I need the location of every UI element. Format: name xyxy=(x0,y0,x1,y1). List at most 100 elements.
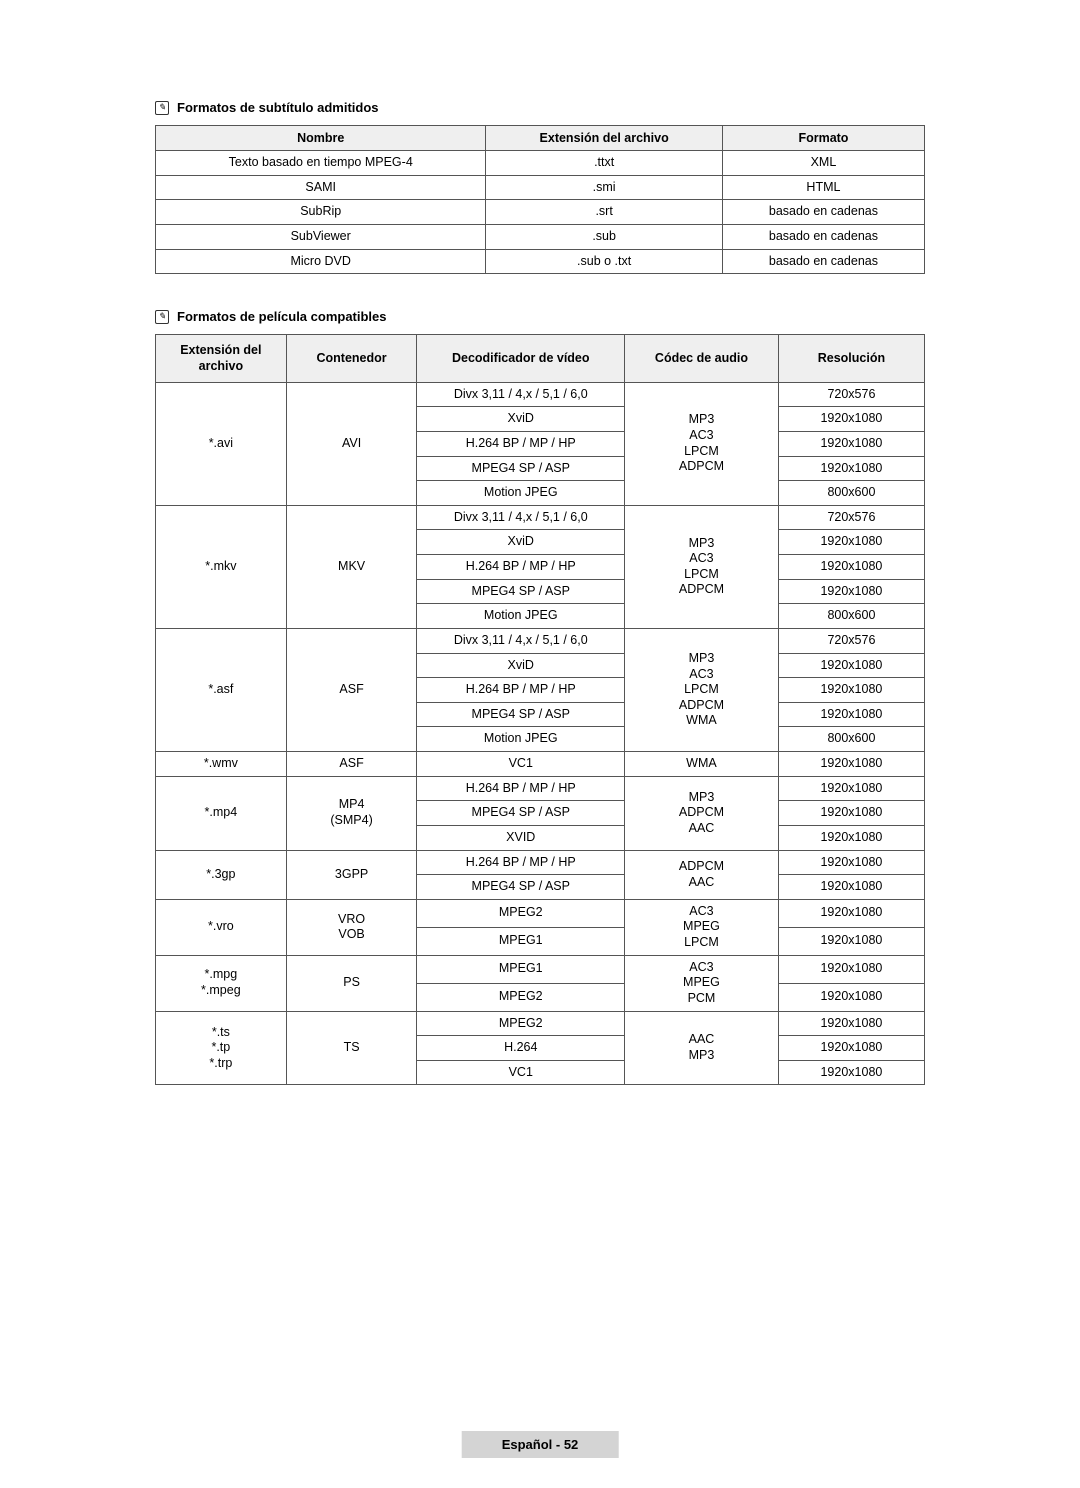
table-cell-decoder: Motion JPEG xyxy=(417,727,625,752)
table-cell-container: MP4(SMP4) xyxy=(286,776,417,850)
table-cell-resolution: 720x576 xyxy=(778,382,924,407)
table-cell: SubRip xyxy=(156,200,486,225)
table-cell: SubViewer xyxy=(156,224,486,249)
note-icon: ✎ xyxy=(155,310,169,324)
table-cell-decoder: MPEG1 xyxy=(417,955,625,983)
table-cell-decoder: H.264 BP / MP / HP xyxy=(417,776,625,801)
table-cell: basado en cadenas xyxy=(722,249,924,274)
table-cell-ext: *.3gp xyxy=(156,850,287,899)
table-cell-resolution: 720x576 xyxy=(778,628,924,653)
table-row: *.vroVROVOBMPEG2AC3MPEGLPCM1920x1080 xyxy=(156,899,925,927)
table-header: Contenedor xyxy=(286,335,417,383)
table-cell-resolution: 1920x1080 xyxy=(778,678,924,703)
table-cell-decoder: H.264 BP / MP / HP xyxy=(417,555,625,580)
table-cell-decoder: H.264 BP / MP / HP xyxy=(417,850,625,875)
table-cell: .smi xyxy=(486,175,722,200)
table-cell-decoder: XviD xyxy=(417,407,625,432)
movie-formats-table: Extensión del archivo Contenedor Decodif… xyxy=(155,334,925,1085)
table-cell-resolution: 800x600 xyxy=(778,481,924,506)
table-cell-audio: MP3ADPCMAAC xyxy=(625,776,779,850)
table-cell-decoder: MPEG2 xyxy=(417,899,625,927)
table-cell-audio: AC3MPEGLPCM xyxy=(625,899,779,955)
table-cell: XML xyxy=(722,151,924,176)
table-cell-decoder: VC1 xyxy=(417,752,625,777)
table-cell-audio: AC3MPEGPCM xyxy=(625,955,779,1011)
table-row: *.aviAVIDivx 3,11 / 4,x / 5,1 / 6,0MP3AC… xyxy=(156,382,925,407)
table-cell-ext: *.vro xyxy=(156,899,287,955)
table-cell-resolution: 1920x1080 xyxy=(778,579,924,604)
table-cell-audio: MP3AC3LPCMADPCM xyxy=(625,505,779,628)
table-cell: basado en cadenas xyxy=(722,200,924,225)
table-cell-resolution: 1920x1080 xyxy=(778,653,924,678)
table-cell-resolution: 1920x1080 xyxy=(778,1060,924,1085)
table-cell-decoder: MPEG4 SP / ASP xyxy=(417,801,625,826)
table-cell-resolution: 800x600 xyxy=(778,604,924,629)
table-header: Extensión del archivo xyxy=(156,335,287,383)
table-cell: .ttxt xyxy=(486,151,722,176)
table-cell-resolution: 1920x1080 xyxy=(778,431,924,456)
table-cell-ext: *.avi xyxy=(156,382,287,505)
table-cell: Texto basado en tiempo MPEG-4 xyxy=(156,151,486,176)
table-cell-resolution: 1920x1080 xyxy=(778,1036,924,1061)
table-row: *.mp4MP4(SMP4)H.264 BP / MP / HPMP3ADPCM… xyxy=(156,776,925,801)
table-cell: .srt xyxy=(486,200,722,225)
subtitle-formats-table: Nombre Extensión del archivo Formato Tex… xyxy=(155,125,925,274)
table-cell-resolution: 1920x1080 xyxy=(778,955,924,983)
table-cell-resolution: 1920x1080 xyxy=(778,1011,924,1036)
table-cell: basado en cadenas xyxy=(722,224,924,249)
table-cell-audio: MP3AC3LPCMADPCMWMA xyxy=(625,628,779,751)
section-title-subtitles: ✎ Formatos de subtítulo admitidos xyxy=(155,100,925,115)
table-header-row: Extensión del archivo Contenedor Decodif… xyxy=(156,335,925,383)
table-cell-resolution: 1920x1080 xyxy=(778,752,924,777)
table-cell-decoder: MPEG2 xyxy=(417,983,625,1011)
page-footer: Español - 52 xyxy=(462,1431,619,1458)
table-cell-resolution: 1920x1080 xyxy=(778,407,924,432)
table-cell-decoder: Motion JPEG xyxy=(417,481,625,506)
table-cell-decoder: MPEG1 xyxy=(417,927,625,955)
table-row: *.ts*.tp*.trpTSMPEG2AACMP31920x1080 xyxy=(156,1011,925,1036)
table-row: *.asfASFDivx 3,11 / 4,x / 5,1 / 6,0MP3AC… xyxy=(156,628,925,653)
table-cell-container: ASF xyxy=(286,752,417,777)
table-cell-decoder: H.264 BP / MP / HP xyxy=(417,678,625,703)
table-cell-audio: WMA xyxy=(625,752,779,777)
table-header: Formato xyxy=(722,126,924,151)
table-cell-resolution: 1920x1080 xyxy=(778,456,924,481)
table-cell: Micro DVD xyxy=(156,249,486,274)
table-row: Texto basado en tiempo MPEG-4.ttxtXML xyxy=(156,151,925,176)
table-cell-decoder: Motion JPEG xyxy=(417,604,625,629)
table-header: Extensión del archivo xyxy=(486,126,722,151)
table-cell-container: ASF xyxy=(286,628,417,751)
table-cell-decoder: XVID xyxy=(417,825,625,850)
table-cell: .sub o .txt xyxy=(486,249,722,274)
table-header-row: Nombre Extensión del archivo Formato xyxy=(156,126,925,151)
table-row: SubRip.srtbasado en cadenas xyxy=(156,200,925,225)
table-cell-resolution: 1920x1080 xyxy=(778,850,924,875)
table-cell: SAMI xyxy=(156,175,486,200)
section-title-text: Formatos de película compatibles xyxy=(177,309,387,324)
table-cell-container: VROVOB xyxy=(286,899,417,955)
section-title-text: Formatos de subtítulo admitidos xyxy=(177,100,379,115)
table-cell-decoder: MPEG4 SP / ASP xyxy=(417,875,625,900)
table-row: SAMI.smiHTML xyxy=(156,175,925,200)
table-cell-ext: *.mp4 xyxy=(156,776,287,850)
table-header: Decodificador de vídeo xyxy=(417,335,625,383)
table-cell-decoder: Divx 3,11 / 4,x / 5,1 / 6,0 xyxy=(417,628,625,653)
table-cell-container: MKV xyxy=(286,505,417,628)
table-cell-resolution: 1920x1080 xyxy=(778,801,924,826)
table-cell-resolution: 1920x1080 xyxy=(778,555,924,580)
table-cell-decoder: Divx 3,11 / 4,x / 5,1 / 6,0 xyxy=(417,505,625,530)
section-title-movies: ✎ Formatos de película compatibles xyxy=(155,309,925,324)
table-cell-container: TS xyxy=(286,1011,417,1085)
table-cell-audio: ADPCMAAC xyxy=(625,850,779,899)
table-cell-container: PS xyxy=(286,955,417,1011)
table-cell-decoder: MPEG4 SP / ASP xyxy=(417,579,625,604)
table-cell-resolution: 800x600 xyxy=(778,727,924,752)
table-cell-resolution: 1920x1080 xyxy=(778,899,924,927)
table-cell-ext: *.mkv xyxy=(156,505,287,628)
table-cell-ext: *.asf xyxy=(156,628,287,751)
table-cell-decoder: MPEG2 xyxy=(417,1011,625,1036)
table-cell-container: AVI xyxy=(286,382,417,505)
table-cell: HTML xyxy=(722,175,924,200)
table-cell-audio: AACMP3 xyxy=(625,1011,779,1085)
table-cell-decoder: MPEG4 SP / ASP xyxy=(417,702,625,727)
